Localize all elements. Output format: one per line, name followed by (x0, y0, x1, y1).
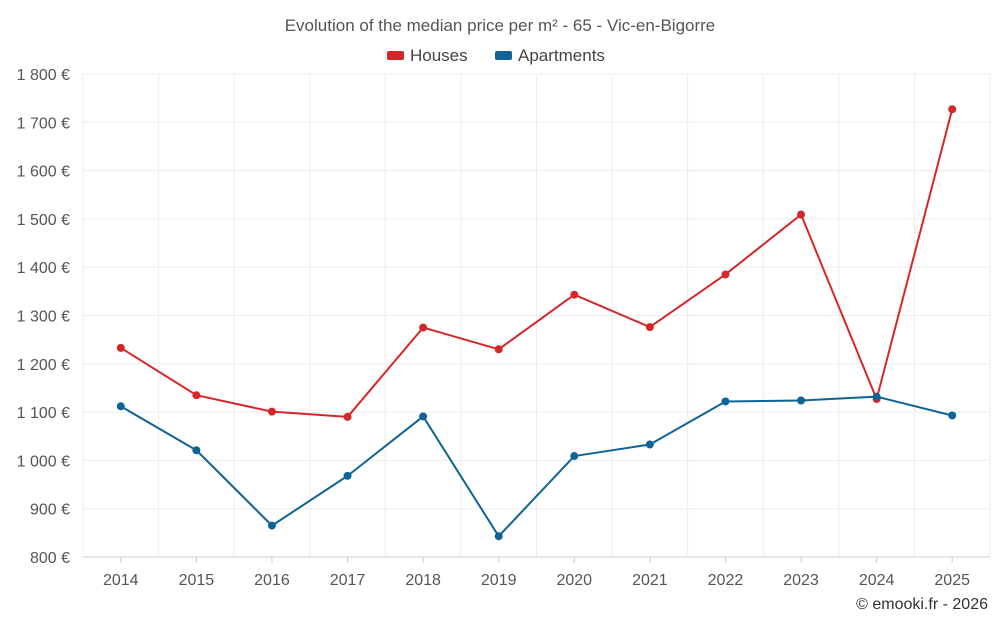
x-tick-label: 2024 (859, 572, 895, 589)
y-tick-label: 1 300 € (17, 309, 70, 326)
x-tick-label: 2025 (934, 572, 970, 589)
y-tick-label: 1 200 € (17, 357, 70, 374)
data-point-houses[interactable] (116, 343, 125, 352)
data-point-houses[interactable] (419, 323, 428, 332)
data-point-apartments[interactable] (116, 402, 125, 411)
legend-item-houses[interactable]: Houses (387, 46, 468, 65)
data-point-apartments[interactable] (872, 392, 881, 401)
data-point-apartments[interactable] (948, 411, 957, 420)
x-tick-label: 2019 (481, 572, 517, 589)
x-tick-label: 2020 (556, 572, 592, 589)
data-point-apartments[interactable] (267, 521, 276, 530)
y-tick-label: 1 700 € (17, 115, 70, 132)
x-tick-label: 2014 (103, 572, 139, 589)
y-axis: 800 € 900 € 1 000 € 1 100 € 1 200 € 1 300 € 1 … (17, 67, 70, 567)
data-point-apartments[interactable] (797, 396, 806, 405)
data-point-apartments[interactable] (494, 532, 503, 541)
x-tick-label: 2021 (632, 572, 668, 589)
series-line-houses (120, 109, 954, 418)
credit-text: © emooki.fr - 2026 (856, 596, 988, 613)
y-tick-label: 900 € (30, 502, 70, 519)
y-tick-label: 1 600 € (17, 164, 70, 181)
data-point-houses[interactable] (645, 323, 654, 332)
y-tick-label: 800 € (30, 550, 70, 567)
data-point-apartments[interactable] (419, 412, 428, 421)
data-point-houses[interactable] (494, 345, 503, 354)
x-tick-label: 2016 (254, 572, 290, 589)
legend-swatch (387, 51, 404, 60)
series-line-apartments (120, 395, 953, 538)
y-tick-label: 1 800 € (17, 67, 70, 84)
x-tick-label: 2018 (405, 572, 441, 589)
data-point-apartments[interactable] (645, 440, 654, 449)
legend: Houses Apartments (387, 46, 605, 65)
data-point-apartments[interactable] (570, 452, 579, 461)
grid (82, 73, 991, 558)
legend-label: Apartments (518, 46, 605, 65)
x-tick-label: 2017 (330, 572, 366, 589)
legend-swatch (495, 51, 512, 60)
y-tick-label: 1 100 € (17, 405, 70, 422)
chart-title: Evolution of the median price per m² - 6… (285, 16, 716, 35)
x-axis: 2014 2015 2016 2017 2018 2019 2020 2021 2022 2023… (103, 557, 970, 589)
data-point-houses[interactable] (192, 391, 201, 400)
y-tick-label: 1 400 € (17, 260, 70, 277)
x-tick-label: 2023 (783, 572, 819, 589)
data-point-houses[interactable] (267, 407, 276, 416)
y-tick-label: 1 000 € (17, 453, 70, 470)
data-point-houses[interactable] (570, 290, 579, 299)
series (116, 105, 957, 541)
data-point-apartments[interactable] (192, 446, 201, 455)
legend-item-apartments[interactable]: Apartments (495, 46, 605, 65)
legend-label: Houses (410, 46, 468, 65)
data-point-houses[interactable] (343, 412, 352, 421)
data-point-apartments[interactable] (721, 397, 730, 406)
x-tick-label: 2022 (708, 572, 744, 589)
data-point-houses[interactable] (948, 105, 957, 114)
y-tick-label: 1 500 € (17, 212, 70, 229)
data-point-houses[interactable] (721, 270, 730, 279)
data-point-apartments[interactable] (343, 471, 352, 480)
data-point-houses[interactable] (797, 210, 806, 219)
x-tick-label: 2015 (179, 572, 215, 589)
